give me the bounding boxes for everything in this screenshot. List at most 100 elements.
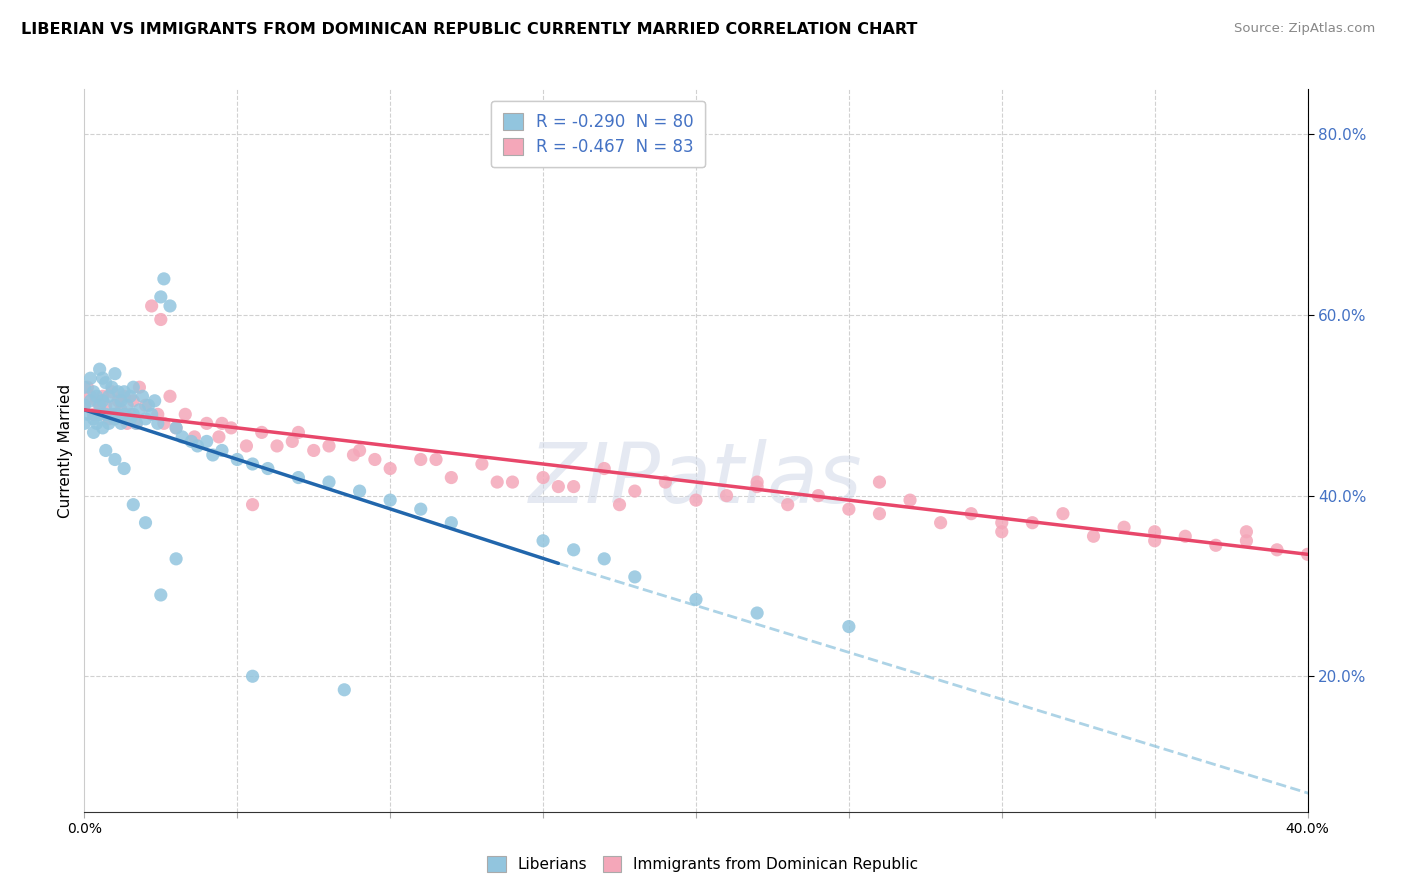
Point: [94, 398, 117, 412]
Point: [159, 299, 181, 313]
Text: LIBERIAN VS IMMIGRANTS FROM DOMINICAN REPUBLIC CURRENTLY MARRIED CORRELATION CHA: LIBERIAN VS IMMIGRANTS FROM DOMINICAN RE…: [21, 22, 918, 37]
Point: [960, 507, 983, 521]
Point: [94, 443, 117, 458]
Point: [86, 393, 108, 408]
Point: [115, 417, 138, 431]
Point: [120, 389, 142, 403]
Point: [89, 407, 111, 422]
Point: [1021, 516, 1043, 530]
Point: [486, 475, 509, 489]
Point: [165, 421, 187, 435]
Point: [1143, 533, 1166, 548]
Point: [898, 493, 921, 508]
Point: [226, 452, 249, 467]
Point: [1174, 529, 1197, 543]
Point: [165, 551, 187, 566]
Point: [1114, 520, 1136, 534]
Point: [242, 498, 264, 512]
Point: [141, 299, 163, 313]
Point: [104, 367, 127, 381]
Point: [219, 421, 242, 435]
Point: [1143, 524, 1166, 539]
Point: [101, 407, 124, 422]
Point: [195, 434, 218, 449]
Point: [83, 407, 105, 422]
Point: [380, 461, 402, 475]
Point: [104, 398, 127, 412]
Point: [302, 443, 325, 458]
Point: [991, 524, 1014, 539]
Point: [1265, 542, 1288, 557]
Point: [76, 380, 98, 394]
Point: [110, 393, 132, 408]
Point: [128, 380, 150, 394]
Point: [112, 461, 135, 475]
Point: [364, 452, 387, 467]
Point: [91, 421, 114, 435]
Point: [149, 312, 172, 326]
Point: [120, 412, 142, 426]
Point: [547, 480, 569, 494]
Point: [153, 417, 176, 431]
Point: [83, 384, 105, 399]
Point: [266, 439, 288, 453]
Point: [531, 533, 554, 548]
Point: [135, 398, 157, 412]
Point: [110, 417, 132, 431]
Point: [685, 493, 707, 508]
Point: [122, 498, 145, 512]
Point: [73, 398, 96, 412]
Point: [86, 417, 108, 431]
Point: [97, 417, 120, 431]
Point: [776, 498, 799, 512]
Point: [1236, 533, 1258, 548]
Point: [333, 682, 356, 697]
Point: [1236, 524, 1258, 539]
Point: [141, 407, 163, 422]
Point: [174, 407, 197, 422]
Point: [562, 480, 585, 494]
Point: [120, 407, 142, 422]
Point: [101, 380, 124, 394]
Point: [94, 376, 117, 390]
Point: [201, 448, 224, 462]
Point: [235, 439, 257, 453]
Point: [409, 452, 432, 467]
Point: [211, 417, 233, 431]
Point: [97, 389, 120, 403]
Point: [1205, 538, 1227, 552]
Point: [104, 452, 127, 467]
Point: [624, 484, 647, 499]
Point: [242, 669, 264, 683]
Point: [440, 470, 463, 484]
Point: [125, 417, 148, 431]
Legend: Liberians, Immigrants from Dominican Republic: Liberians, Immigrants from Dominican Rep…: [479, 848, 927, 880]
Point: [409, 502, 432, 516]
Point: [91, 389, 114, 403]
Point: [79, 371, 101, 385]
Point: [146, 407, 169, 422]
Point: [186, 439, 208, 453]
Point: [716, 489, 738, 503]
Point: [183, 430, 205, 444]
Point: [122, 380, 145, 394]
Point: [146, 417, 169, 431]
Point: [195, 417, 218, 431]
Point: [929, 516, 952, 530]
Point: [89, 362, 111, 376]
Point: [138, 398, 160, 412]
Point: [593, 551, 616, 566]
Point: [97, 412, 120, 426]
Point: [83, 412, 105, 426]
Point: [165, 421, 187, 435]
Point: [250, 425, 273, 440]
Point: [149, 588, 172, 602]
Point: [838, 502, 860, 516]
Point: [257, 461, 280, 475]
Point: [654, 475, 676, 489]
Point: [685, 592, 707, 607]
Point: [153, 272, 176, 286]
Point: [1296, 547, 1319, 561]
Point: [242, 457, 264, 471]
Point: [73, 398, 96, 412]
